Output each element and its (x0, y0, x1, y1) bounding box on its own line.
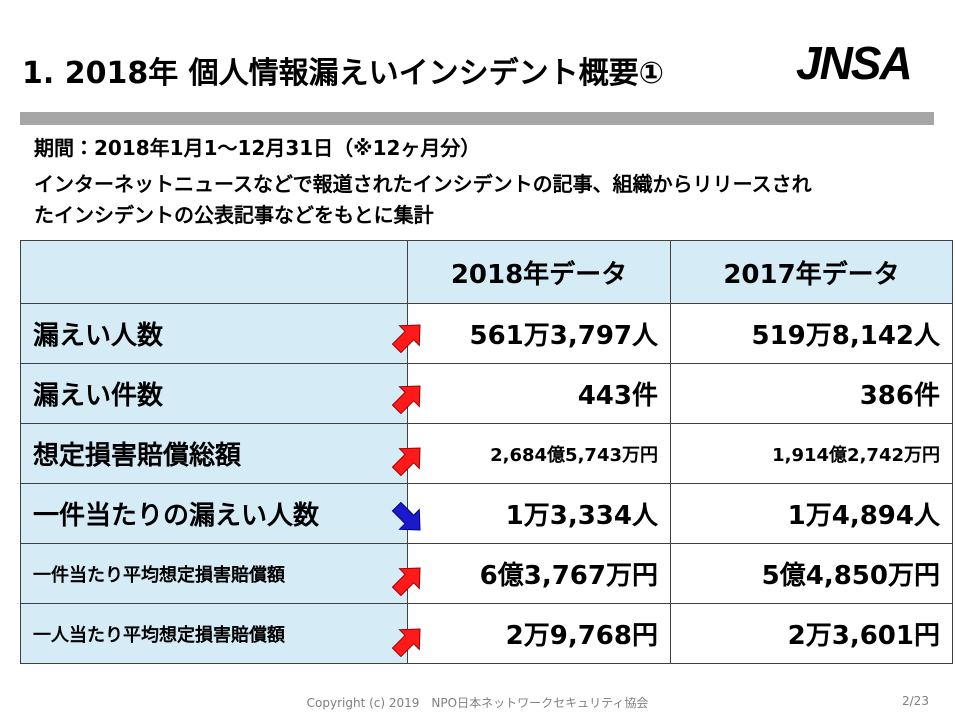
row-label: 一件当たり平均想定損害賠償額 (20, 543, 408, 604)
title-rule (20, 112, 934, 125)
cell: 2万9,768円 (407, 603, 671, 664)
header-cell (20, 240, 408, 304)
cell: 2万3,601円 (670, 603, 953, 664)
cell: 386件 (670, 363, 953, 424)
header-cell: 2018年データ (407, 240, 671, 304)
cell: 2,684億5,743万円 (407, 423, 671, 484)
copyright: Copyright (c) 2019 NPO日本ネットワークセキュリティ協会 (306, 696, 649, 710)
cell: 519万8,142人 (670, 303, 953, 364)
row-label: 想定損害賠償総額 (20, 423, 408, 484)
logo: JNSA (796, 37, 913, 89)
header-cell: 2017年データ (670, 240, 953, 304)
row: 漏えい件数 443件 386件 (20, 363, 953, 424)
data-table: 2018年データ 2017年データ 漏えい人数 561万3,797人 519万8,1… (20, 240, 953, 664)
cell: 6億3,767万円 (407, 543, 671, 604)
cell: 1万4,894人 (670, 483, 953, 544)
cell: 5億4,850万円 (670, 543, 953, 604)
description-line: たインシデントの公表記事などをもとに集計 (34, 203, 434, 227)
row: 想定損害賠償総額 2,684億5,743万円 1,914億2,742万円 (20, 423, 953, 484)
cell: 561万3,797人 (407, 303, 671, 364)
row: 一件当たりの漏えい人数 1万3,334人 1万4,894人 (20, 483, 953, 544)
row: 一件当たり平均想定損害賠償額 6億3,767万円 5億4,850万円 (20, 543, 953, 604)
cell: 1万3,334人 (407, 483, 671, 544)
page-number: 2/23 (902, 694, 929, 708)
header-row: 2018年データ 2017年データ (20, 240, 953, 304)
description-line: 期間：2018年1月1～12月31日（※12ヶ月分） (34, 136, 481, 160)
row-label: 一件当たりの漏えい人数 (20, 483, 408, 544)
row: 漏えい人数 561万3,797人 519万8,142人 (20, 303, 953, 364)
slide-title: 1. 2018年 個人情報漏えいインシデント概要① (22, 56, 665, 91)
row-label: 一人当たり平均想定損害賠償額 (20, 603, 408, 664)
cell: 443件 (407, 363, 671, 424)
description-line: インターネットニュースなどで報道されたインシデントの記事、組織からリリースされ (34, 172, 812, 196)
row: 一人当たり平均想定損害賠償額 2万9,768円 2万3,601円 (20, 603, 953, 664)
row-label: 漏えい件数 (20, 363, 408, 424)
row-label: 漏えい人数 (20, 303, 408, 364)
cell: 1,914億2,742万円 (670, 423, 953, 484)
